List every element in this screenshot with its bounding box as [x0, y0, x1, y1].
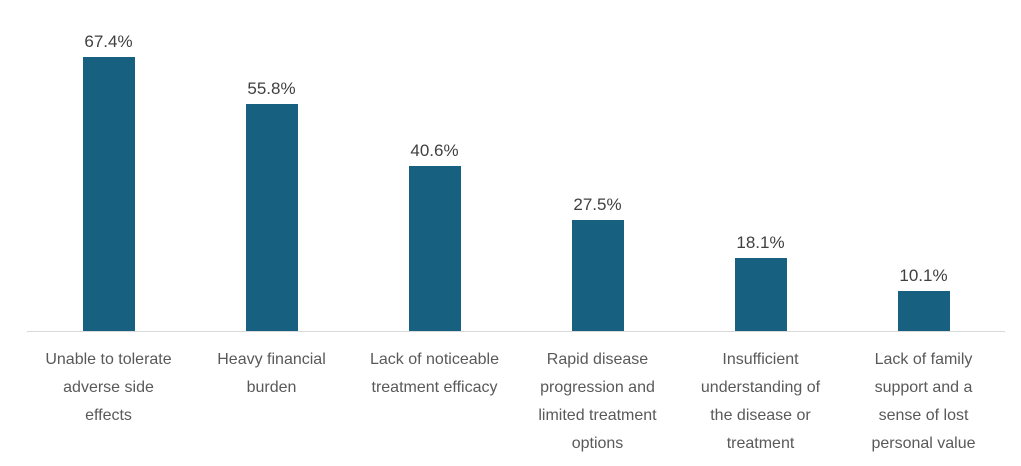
bar-value-label: 67.4% [84, 31, 133, 51]
x-axis-line [27, 331, 1005, 332]
bar [734, 258, 787, 332]
bar-column: 18.1% [679, 0, 842, 332]
bar-column: 67.4% [27, 0, 190, 332]
category-axis-label: Insufficient understanding of the diseas… [700, 351, 821, 452]
bar-value-label: 40.6% [410, 141, 459, 160]
bar-column: 40.6% [353, 0, 516, 332]
bar-value-label: 27.5% [573, 194, 622, 214]
bar [82, 56, 135, 332]
category-axis-label: Lack of noticeable treatment efficacy [370, 351, 499, 396]
bar-column: 10.1% [842, 0, 1005, 332]
bar-value-label: 10.1% [899, 265, 948, 285]
bar [408, 166, 461, 332]
bar [245, 103, 298, 332]
bar-column: 27.5% [516, 0, 679, 332]
category-axis-label: Heavy financial burden [217, 351, 326, 396]
bar-value-label: 55.8% [247, 78, 296, 98]
category-axis-label: Lack of family support and a sense of lo… [871, 351, 976, 452]
category-axis-label: Unable to tolerate adverse side effects [45, 351, 172, 424]
bar [897, 290, 950, 332]
bar-value-label: 18.1% [736, 233, 785, 252]
category-axis: Unable to tolerate adverse side effects … [27, 332, 1005, 458]
plot-area: 67.4% 55.8% 40.6% 27.5% 18.1% 10.1% [27, 0, 1005, 332]
bar-column: 55.8% [190, 0, 353, 332]
bar [571, 219, 624, 332]
bar-columns: 67.4% 55.8% 40.6% 27.5% 18.1% 10.1% [27, 0, 1005, 332]
category-axis-label: Rapid disease progression and limited tr… [538, 351, 657, 452]
